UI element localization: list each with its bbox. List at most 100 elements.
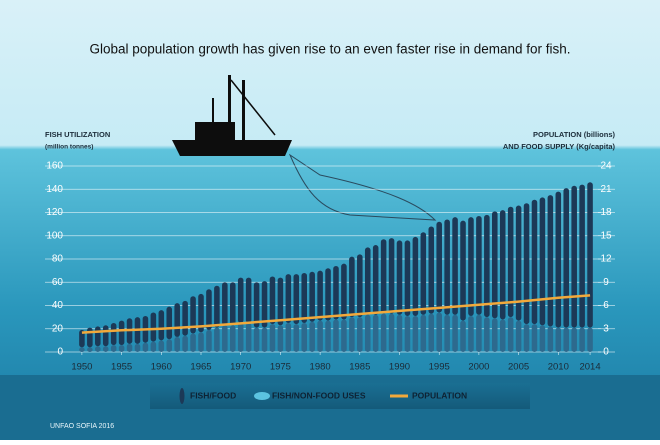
x-tick-label: 2010 [548,362,569,373]
bar [150,312,157,342]
bar [444,314,450,352]
x-tick-label: 1985 [349,362,370,373]
bar [436,221,442,313]
bar [364,247,371,315]
bar [341,319,347,352]
bar [261,281,268,328]
bar [325,320,331,352]
bar [428,313,435,352]
bar [166,306,173,340]
bar [563,327,570,352]
bar [364,314,371,352]
bar [420,314,427,352]
fishing-boat [172,75,292,156]
bar [317,270,323,321]
bar [468,315,474,352]
y2-tick-label: 0 [603,347,609,358]
bar [214,285,220,328]
bar [571,327,577,352]
bar [372,314,379,352]
bar [285,322,292,352]
bar [333,319,339,352]
bar [420,232,427,315]
bar [499,319,506,352]
bar [110,322,117,346]
bar [158,310,165,341]
bar [126,343,133,352]
bar [198,332,204,352]
y2-tick-label: 12 [600,254,612,265]
bar [285,274,292,323]
bar [206,329,212,352]
x-tick-label: 1980 [310,362,331,373]
y-tick-label: 120 [46,207,63,218]
bar [357,254,363,318]
bar [293,274,300,325]
bar [531,199,538,325]
bar [269,276,276,325]
bar [523,203,530,325]
x-tick-label: 2000 [468,362,489,373]
x-tick-label: 2014 [579,362,600,373]
bar [484,214,490,318]
y-axis-unit: (million tonnes) [45,144,93,151]
y-tick-label: 160 [46,161,63,172]
bar [190,333,196,352]
y-tick-label: 20 [52,323,64,334]
bar [95,346,101,352]
y-tick-label: 60 [52,277,64,288]
x-tick-label: 1965 [190,362,211,373]
bar [571,185,577,328]
bar [515,320,522,352]
x-tick-label: 1970 [230,362,251,373]
bar [507,317,514,352]
bar [301,322,308,352]
bar [468,217,474,316]
bar [301,272,308,323]
bar [277,325,284,352]
legend-label: FISH/FOOD [190,390,236,400]
bar [245,322,252,352]
bar [539,325,546,352]
bar [555,191,562,328]
bar [444,219,450,315]
bar [412,315,419,352]
y2-axis-title: POPULATION (billions) [533,130,615,139]
bar [436,312,442,352]
y-tick-label: 140 [46,184,63,195]
bar [579,327,585,352]
bar [174,336,180,352]
fishing-net [288,153,437,221]
bar [492,211,498,319]
bar [158,340,165,352]
y2-tick-label: 24 [600,161,612,172]
bar [277,277,284,326]
x-tick-label: 1950 [71,362,92,373]
bar [452,217,458,315]
bar [79,347,85,352]
bar [404,240,411,316]
bar [499,210,506,320]
y-axis-title: FISH UTILIZATION [45,130,110,139]
x-tick-label: 1960 [151,362,172,373]
bar [547,326,554,352]
bar [452,314,458,352]
bar [380,239,387,314]
bar [460,220,466,321]
bar [555,327,562,352]
bar [118,320,125,346]
bar [198,293,204,333]
bar [237,322,244,352]
y-tick-label: 80 [52,254,64,265]
x-tick-label: 2005 [508,362,529,373]
bar [579,184,585,328]
bar [95,326,101,347]
bar [222,325,228,352]
bar [253,282,260,328]
bar [269,324,276,352]
bar [253,327,260,352]
bar [309,321,315,352]
bar [531,324,538,352]
y2-tick-label: 6 [603,300,609,311]
bar [547,195,554,327]
